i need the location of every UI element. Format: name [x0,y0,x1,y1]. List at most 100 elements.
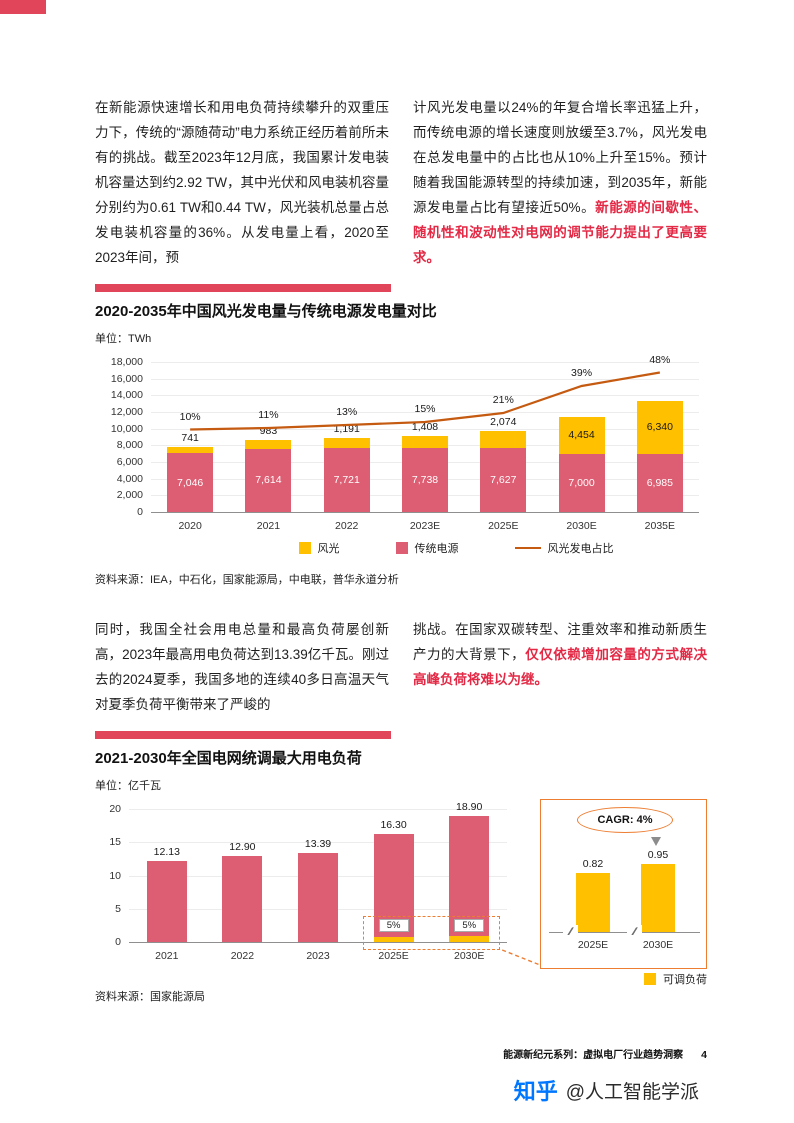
corner-accent-bar [0,0,46,14]
x-axis-tick-label: 2035E [644,520,676,532]
bar-segment-wind-solar [323,437,370,448]
bar-label-traditional: 7,614 [255,474,282,487]
bar-label-traditional: 7,627 [490,474,517,487]
y-axis-tick-label: 0 [115,936,121,948]
chart2-bar-chart: 可调负荷 0 5 10 15 20 12.13 2021 12.90 2022 13.39 2023… [95,799,707,987]
y-axis-tick-label: 5 [115,902,121,915]
axis-break-mark: ∕∕ [563,925,578,939]
x-axis-line [151,512,699,513]
bar-segment-traditional [167,453,214,512]
bar-segment-wind-solar [167,447,214,454]
legend-item-traditional: 传统电源 [395,540,459,556]
share-line-point-label: 15% [414,403,436,415]
share-line-point-label: 48% [649,353,671,366]
x-axis-tick-label: 2030E [566,520,597,532]
x-axis-tick-label: 2023 [306,950,330,962]
x-axis-tick-label: 2025E [378,950,409,962]
bar-label-traditional: 7,738 [411,473,439,486]
bar-label-wind-solar: 983 [259,425,278,438]
y-axis-tick-label: 14,000 [110,389,143,402]
bar-segment-wind-solar [245,440,292,449]
chart2-source: 资料来源：国家能源局 [95,991,205,1003]
bar-segment-traditional [323,447,370,512]
paragraph-right-normal: 挑战。在国家双碳转型、注重效率和推动新质生产力的大背景下， [413,622,707,662]
bar-label-wind-solar: 1,191 [333,422,360,435]
watermark: 知乎 @人工智能学派 [514,1074,699,1106]
page-footer: 能源新纪元系列：虚拟电厂行业趋势洞察 4 [503,1046,707,1061]
wind-solar-swatch-icon [298,542,311,554]
share-line-swatch-icon [514,547,541,549]
x-axis-tick-label: 2030E [454,950,485,962]
chart1-stacked-bar-chart: 风光 传统电源 风光发电占比 0 2,000 4,000 6,000 8,000 10,0… [95,352,707,567]
bar-label-wind-solar: 1,408 [411,420,439,433]
y-axis-tick-label: 12,000 [110,406,143,418]
bar-label-wind-solar: 6,340 [646,421,673,434]
x-axis-tick-label: 2022 [230,950,255,962]
y-axis-tick-label: 10,000 [110,422,143,435]
chart2-legend: 可调负荷 [644,971,707,987]
bar-label-wind-solar: 2,074 [490,416,517,429]
adjustable-share-label: 5% [454,919,485,932]
x-axis-tick-label: 2021 [155,950,179,962]
chart1-unit-label: 单位：TWh [95,333,152,345]
bar-value-label: 18.90 [456,801,483,814]
x-axis-tick-label: 2025E [488,520,519,532]
legend-label: 传统电源 [414,543,459,555]
bar-label-traditional: 7,721 [333,473,360,486]
y-axis-tick-label: 6,000 [116,456,143,468]
legend-label: 可调负荷 [663,974,707,986]
legend-item-wind-solar: 风光 [298,540,340,556]
legend-item-adjustable-load: 可调负荷 [644,971,707,987]
bar-label-traditional: 6,985 [646,476,673,489]
cagr-badge: CAGR: 4% [577,807,673,833]
share-line-point-label: 10% [179,410,201,423]
gridline [151,378,699,380]
bar-segment-traditional [558,453,605,512]
adjustable-load-swatch-icon [644,973,656,985]
paragraph-right-highlight: 新能源的间歇性、随机性和波动性对电网的调节能力提出了更高要求。 [413,200,707,265]
bar-adjustable-load [449,935,490,942]
share-line-point-label: 39% [571,367,593,379]
inset-axis-line [549,932,700,933]
gridline [151,362,699,363]
axis-break-mark: ∕∕ [627,925,642,939]
bar-label-wind-solar: 741 [181,432,199,445]
bar-label-wind-solar: 4,454 [568,429,595,442]
paragraph-right-highlight: 仅仅依赖增加容量的方式解决高峰负荷将难以为继。 [413,647,708,687]
footer-series-title: 能源新纪元系列：虚拟电厂行业趋势洞察 [503,1050,684,1061]
y-axis-tick-label: 18,000 [110,356,143,368]
gridline [129,809,507,810]
chart2-title: 2021-2030年全国电网统调最大用电负荷 [95,750,362,767]
adjustable-share-label: 5% [378,919,409,932]
watermark-handle: @人工智能学派 [565,1081,699,1103]
chart1-legend: 风光 传统电源 风光发电占比 [205,540,707,556]
traditional-swatch-icon [395,542,408,554]
chart1-source: 资料来源：IEA，中石化，国家能源局，中电联，普华永道分析 [95,574,399,586]
bar-segment-wind-solar [402,435,448,448]
share-line-point-label: 13% [336,406,358,418]
chart1-title: 2020-2035年中国风光发电量与传统电源发电量对比 [95,303,437,320]
x-axis-tick-label: 2021 [256,520,281,532]
bar-value-label: 13.39 [304,837,332,850]
inset-bar-adjustable-load [576,872,610,932]
bar-label-traditional: 7,000 [568,476,595,489]
bar-segment-traditional [245,448,292,512]
zoom-inset: CAGR: 4% 0.82 2025E 0.95 2030E ∕∕ ∕∕ [540,799,707,969]
inset-bar-label: 0.82 [582,857,604,870]
page-content: 在新能源快速增长和用电负荷持续攀升的双重压力下，传统的“源随荷动”电力系统正经历… [95,95,707,1004]
y-axis-tick-label: 0 [137,506,143,518]
bar-value-label: 12.13 [153,846,180,859]
legend-item-share-line: 风光发电占比 [514,540,614,556]
bar-segment-traditional [402,447,448,512]
x-axis-tick-label: 2023E [409,520,441,532]
y-axis-tick-label: 20 [109,803,121,815]
bar-segment-traditional [480,448,527,512]
share-line-point-label: 11% [258,409,279,421]
paragraph-right: 挑战。在国家双碳转型、注重效率和推动新质生产力的大背景下，仅仅依赖增加容量的方式… [413,617,707,717]
zoom-connector-line [501,949,541,966]
inset-x-tick-label: 2025E [577,939,609,951]
down-arrow-icon [651,837,661,846]
legend-label: 风光 [317,543,340,555]
zhihu-logo: 知乎 [513,1079,558,1104]
